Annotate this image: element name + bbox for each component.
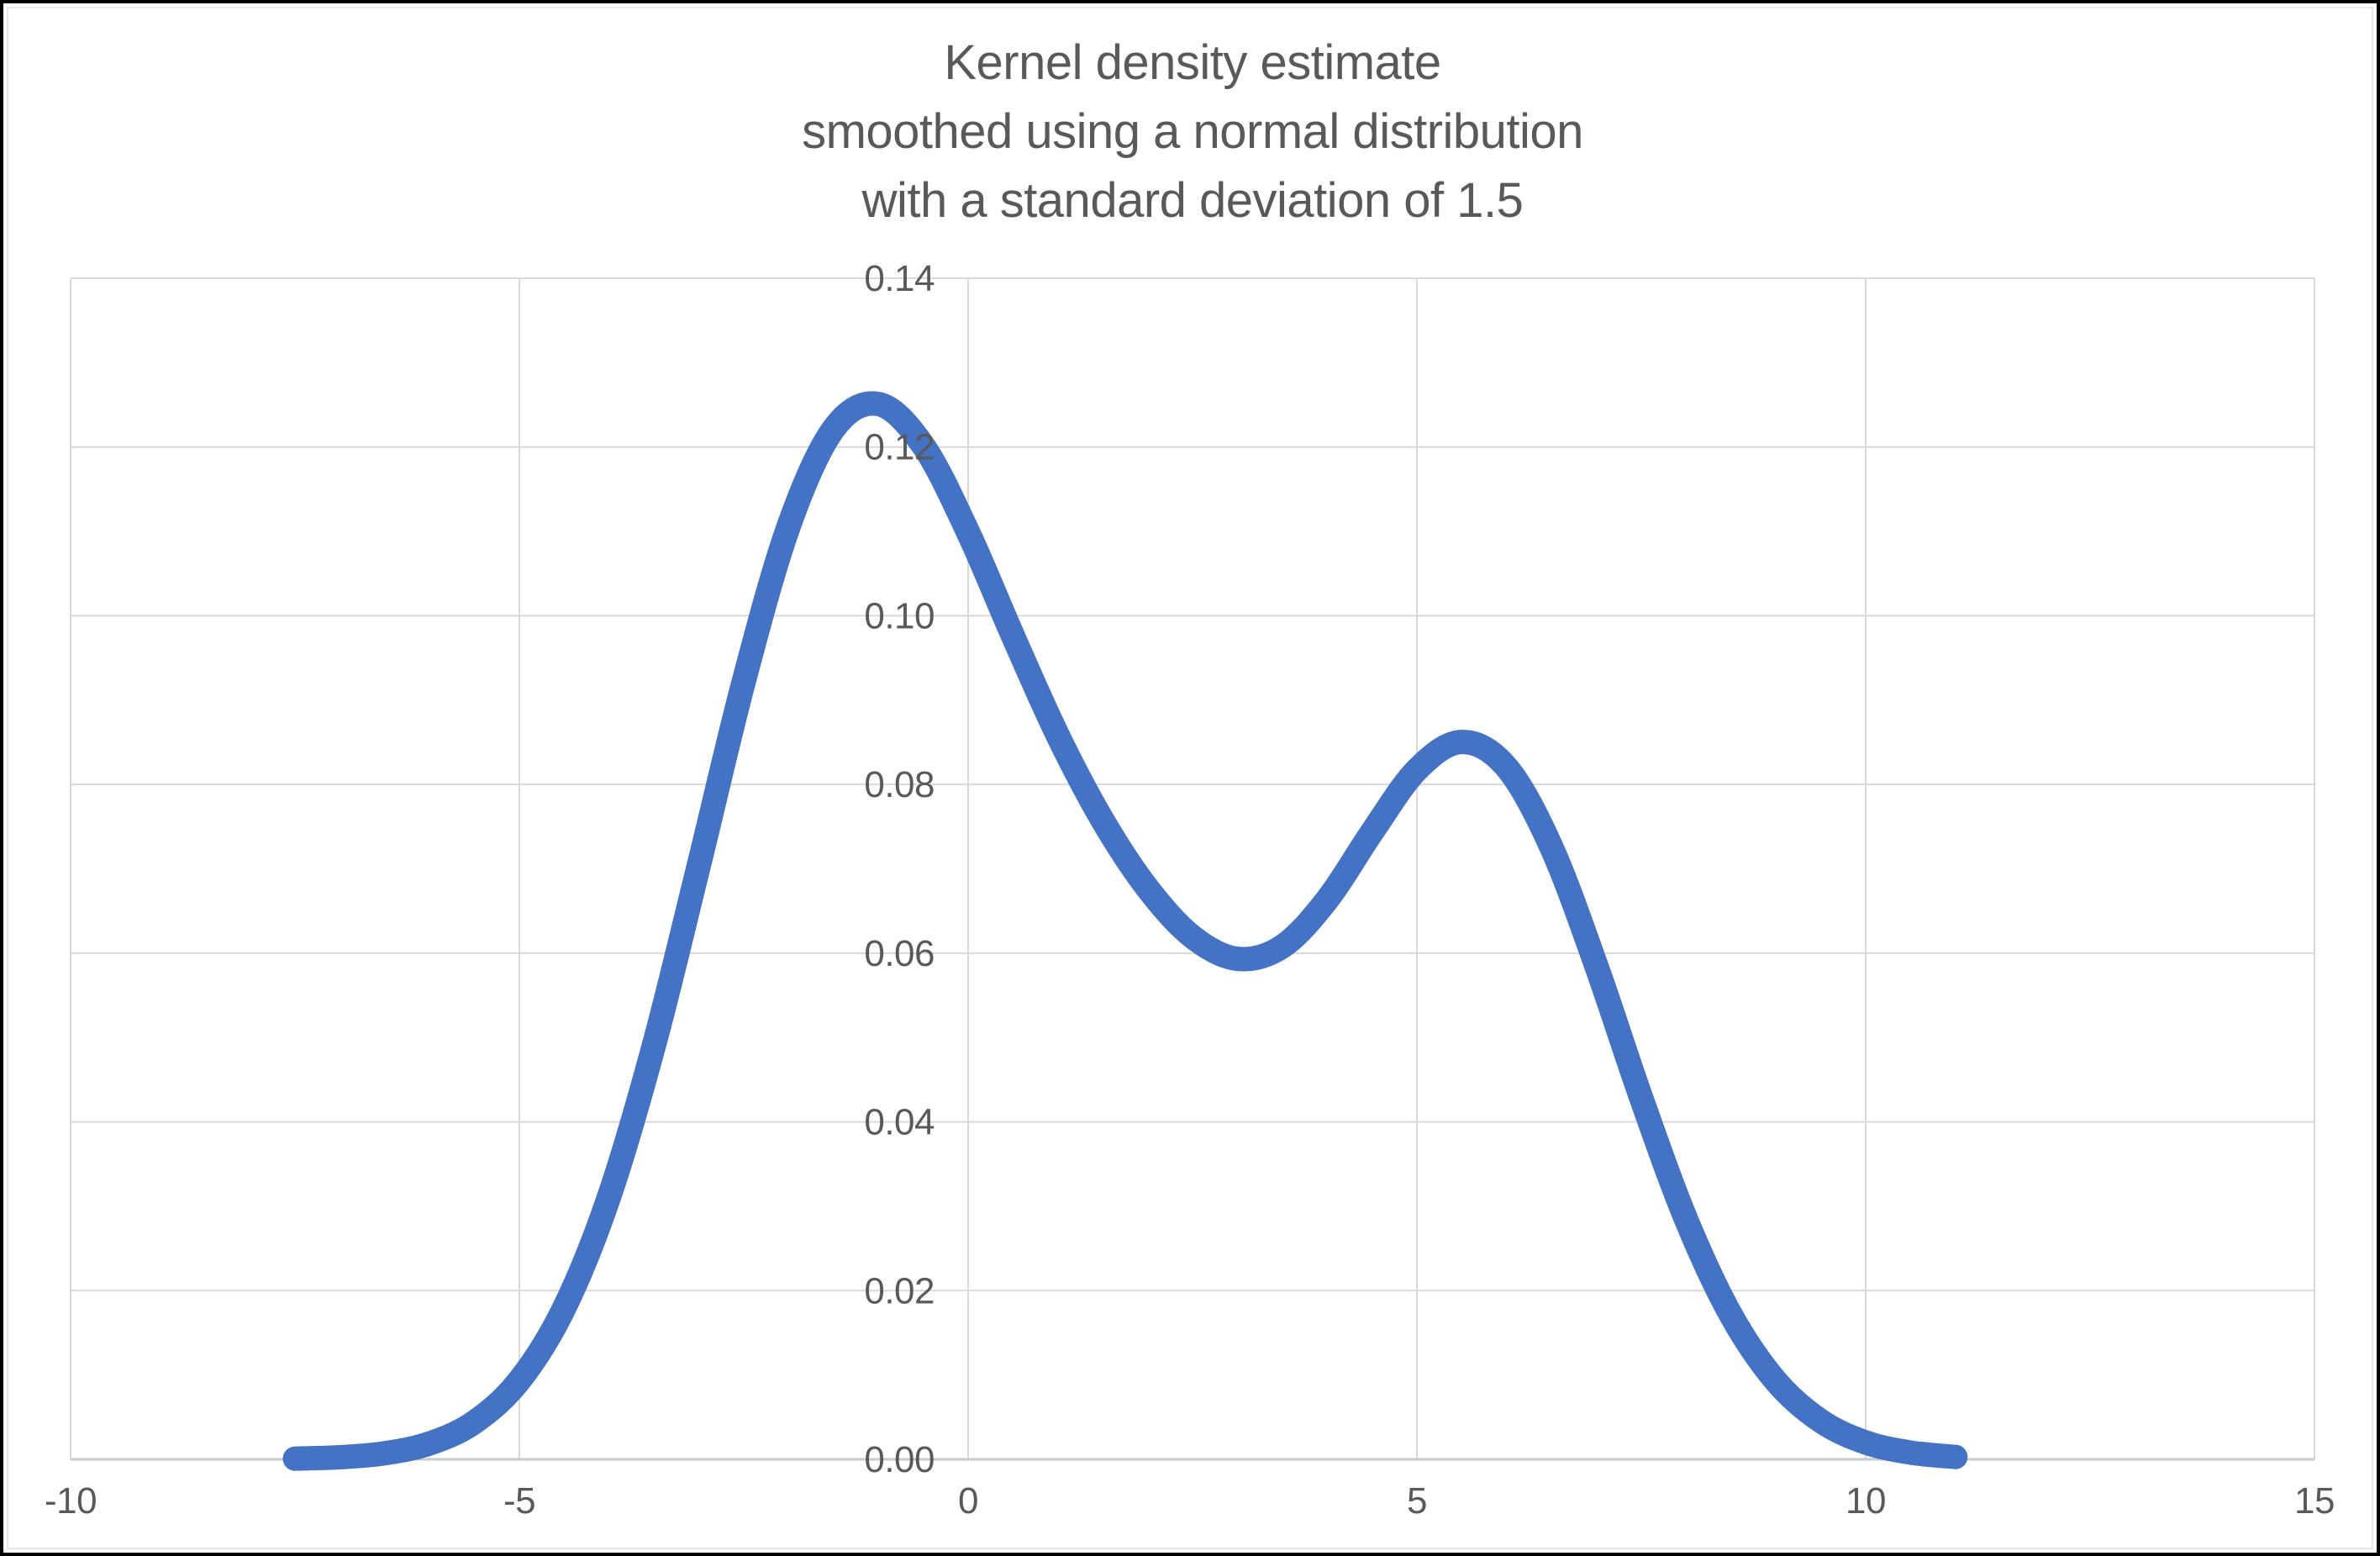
y-axis-tick-label: 0.00 <box>864 1439 935 1480</box>
chart-title-line-3: with a standard deviation of 1.5 <box>861 173 1524 228</box>
y-axis-tick-label: 0.02 <box>864 1270 935 1311</box>
x-axis-tick-label: 15 <box>2294 1480 2335 1522</box>
x-axis-tick-label: 0 <box>958 1480 978 1522</box>
y-axis-tick-label: 0.06 <box>864 933 935 974</box>
x-axis-tick-label: -5 <box>503 1480 535 1522</box>
chart-title-line-2: smoothed using a normal distribution <box>802 104 1583 159</box>
y-axis-tick-label: 0.10 <box>864 595 935 636</box>
chart-title-line-1: Kernel density estimate <box>944 35 1441 90</box>
chart-title: Kernel density estimate smoothed using a… <box>71 29 2314 235</box>
y-axis-tick-label: 0.04 <box>864 1102 935 1143</box>
x-axis-tick-label: 10 <box>1846 1480 1886 1522</box>
y-axis-tick-label: 0.12 <box>864 427 935 468</box>
x-axis-tick-label: 5 <box>1407 1480 1427 1522</box>
y-axis-tick-label: 0.08 <box>864 764 935 805</box>
x-axis-tick-label: -10 <box>45 1480 97 1522</box>
chart-canvas <box>7 7 2373 1549</box>
y-axis-tick-label: 0.14 <box>864 258 935 299</box>
kde-curve <box>282 391 1968 1471</box>
